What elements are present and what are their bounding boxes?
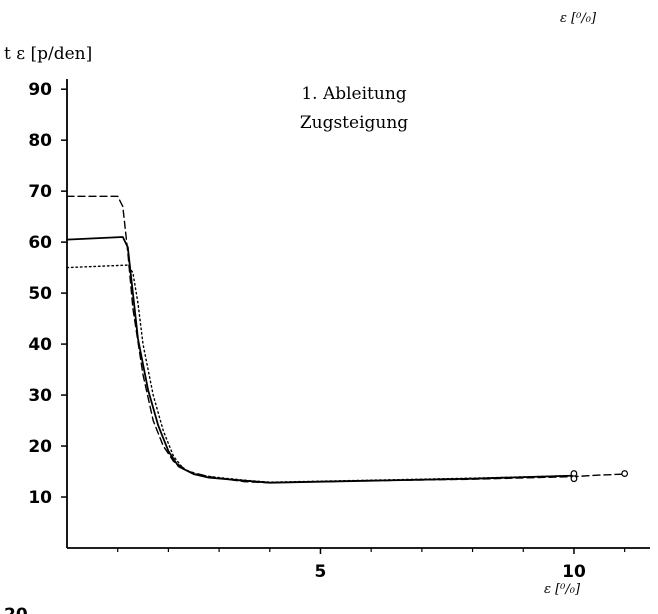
y-tick-label: 90 [28, 80, 52, 100]
top-unit-label: ε [⁰/₀] [560, 11, 597, 26]
end-marker [621, 470, 629, 477]
x-axis-label: ε [⁰/₀] [544, 582, 581, 597]
y-tick-label: 30 [28, 386, 52, 406]
y-tick-label: 60 [28, 233, 52, 253]
y-tick-label: 70 [28, 182, 52, 202]
y-tick-label: 10 [28, 488, 52, 508]
chart-title-line-1: 1. Ableitung [301, 84, 406, 104]
end-marker [570, 475, 578, 483]
y-tick-label: 80 [28, 131, 52, 151]
series-line-dotted [66, 264, 575, 483]
chart-title-line-2: Zugsteigung [300, 113, 408, 133]
y-axis-label: t ε [p/den] [4, 44, 92, 64]
series-group [66, 195, 626, 484]
partial-tick-label: 20 [4, 605, 28, 614]
series-line-dashed [66, 195, 626, 484]
end-markers [570, 470, 629, 483]
x-tick-label: 5 [315, 562, 327, 582]
y-tick-label: 20 [28, 437, 52, 457]
axes [66, 79, 650, 549]
y-tick-label: 40 [28, 335, 52, 355]
ticks: 10 20 30 40 50 60 70 80 90 5 10 [28, 80, 626, 582]
x-tick-label: 10 [562, 562, 586, 582]
y-tick-label: 50 [28, 284, 52, 304]
series-line-solid [66, 236, 575, 484]
